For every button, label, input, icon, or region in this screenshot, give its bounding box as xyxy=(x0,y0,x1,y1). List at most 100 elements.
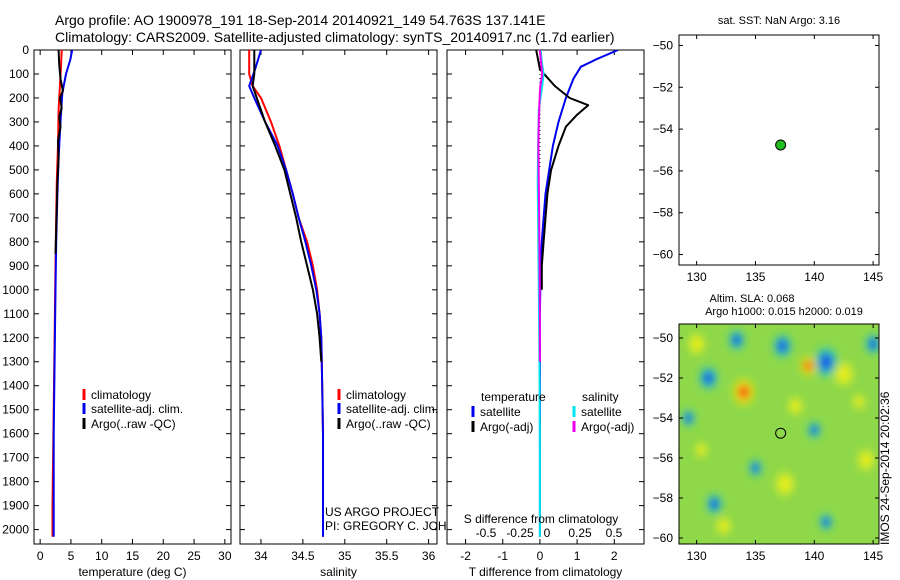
x-tick-label: 5 xyxy=(68,549,75,563)
series-line-argo xyxy=(54,50,64,254)
sla-blob-yellow xyxy=(693,440,710,460)
y-tick-label: 1500 xyxy=(2,403,29,417)
series-lines xyxy=(535,50,619,537)
series-lines xyxy=(248,50,324,537)
x-tick-label: 0 xyxy=(37,549,44,563)
legend-entry: satellite-adj. clim. xyxy=(346,402,438,416)
y-tick-label: 500 xyxy=(9,163,29,177)
y-tick-label: 400 xyxy=(9,139,29,153)
plot-frame xyxy=(33,49,232,545)
sla-blobs xyxy=(680,328,879,538)
project-annotation: US ARGO PROJECT xyxy=(325,505,440,519)
y-tick-label: −52 xyxy=(653,80,674,94)
sla-blob-blue xyxy=(806,420,822,440)
y-tick-label: −52 xyxy=(653,371,674,385)
sla-blob-blue xyxy=(727,328,746,352)
series-line-salinity_argo xyxy=(537,50,544,362)
x-tick-label: 140 xyxy=(804,549,824,563)
y-tick-label: 1600 xyxy=(2,427,29,441)
sla-blob-red xyxy=(799,354,818,378)
sla-blob-blue xyxy=(680,408,697,428)
series-lines xyxy=(51,50,74,537)
sla-blob-yellow xyxy=(855,446,877,474)
series-line-argo xyxy=(251,50,323,362)
x-tick-label: 15 xyxy=(126,549,140,563)
x-axis-label: T difference from climatology xyxy=(469,565,623,579)
y-tick-label: 800 xyxy=(9,235,29,249)
difference-panel: -2 -1 0 1 2 T difference from climatology -0.5… xyxy=(446,49,645,579)
sla-map-panel: 130 135 140 145 −50 −52 −54 −56 −58 −60 Altim. SLA… xyxy=(653,293,884,563)
y-tick-label: 1300 xyxy=(2,355,29,369)
x-tick-label: 35 xyxy=(338,549,352,563)
y-tick-label: −54 xyxy=(653,411,674,425)
x-tick-label: -1 xyxy=(497,549,508,563)
pi-annotation: PI: GREGORY C. JOHNSON xyxy=(325,519,481,533)
sla-blob-yellow xyxy=(714,514,733,538)
y-tick-label: 0 xyxy=(22,43,29,57)
x-tick-label: 2 xyxy=(611,549,618,563)
y-tick-label: 1100 xyxy=(3,307,29,321)
x-tick-label: 34 xyxy=(254,549,268,563)
sla-blob-blue xyxy=(771,332,794,360)
y-tick-label: 900 xyxy=(9,259,29,273)
y-tick-label: −60 xyxy=(653,248,674,262)
sla-blob-yellow xyxy=(831,358,856,390)
y-tick-label: −50 xyxy=(653,331,674,345)
top-x-tick-label: 0.5 xyxy=(606,526,623,540)
y-tick-label: 300 xyxy=(9,115,29,129)
sst-map-panel: 130 135 140 145 −50 −52 −54 −56 −58 −60 sat. SST: … xyxy=(653,15,884,284)
top-x-axis-label: S difference from climatology xyxy=(464,512,619,526)
y-tick-label: 1900 xyxy=(2,499,29,513)
salinity-panel: 34 34.5 35 35.5 36 salinity climatologysatelli… xyxy=(239,49,481,579)
y-tick-label: 2000 xyxy=(2,523,29,537)
series-line-salinity_satellite xyxy=(536,50,545,537)
series-line-satellite xyxy=(248,50,324,537)
top-x-tick-label: 0 xyxy=(544,526,551,540)
x-tick-label: 10 xyxy=(95,549,109,563)
y-tick-label: 1700 xyxy=(2,451,29,465)
sla-blob-yellow xyxy=(851,392,867,412)
x-tick-label: 140 xyxy=(804,270,824,284)
x-tick-label: 0 xyxy=(537,549,544,563)
sla-blob-yellow xyxy=(772,468,798,500)
sla-blob-yellow xyxy=(786,394,805,418)
legend-entry: Argo(-adj) xyxy=(581,420,634,434)
y-tick-label: 100 xyxy=(9,67,29,81)
sla-blob-yellow xyxy=(685,330,708,358)
header-line-1: Argo profile: AO 1900978_191 18-Sep-2014… xyxy=(55,12,545,28)
series-line-argo xyxy=(535,50,590,290)
sst-map-title: sat. SST: NaN Argo: 3.16 xyxy=(718,15,840,27)
x-axis-label: salinity xyxy=(320,565,357,579)
y-tick-label: −54 xyxy=(653,122,674,136)
x-tick-label: -2 xyxy=(460,549,471,563)
legend-header-temperature: temperature xyxy=(481,390,546,404)
temperature-panel: 0 5 10 15 20 25 300100200300400500600700800900… xyxy=(2,43,232,579)
x-tick-label: 130 xyxy=(687,270,707,284)
y-tick-label: −58 xyxy=(653,206,674,220)
legend-entry: Argo(..raw -QC) xyxy=(346,417,431,431)
top-x-tick-label: -0.25 xyxy=(506,526,534,540)
legend-entry: satellite-adj. clim. xyxy=(91,402,183,416)
plot-frame xyxy=(239,49,438,545)
y-tick-label: −60 xyxy=(653,531,674,545)
sla-blob-blue xyxy=(818,512,834,532)
sla-blob-blue xyxy=(863,332,879,356)
sla-blob-blue xyxy=(697,364,720,392)
x-tick-label: 135 xyxy=(745,549,765,563)
legend-entry: climatology xyxy=(346,388,406,402)
y-tick-label: −50 xyxy=(653,38,674,52)
x-tick-label: 130 xyxy=(687,549,707,563)
legend-entry: satellite xyxy=(480,405,521,419)
sla-field xyxy=(679,324,879,544)
sla-blob-red xyxy=(731,376,756,408)
y-tick-label: 600 xyxy=(9,187,29,201)
y-tick-label: 200 xyxy=(9,91,29,105)
map-frame xyxy=(678,323,880,545)
y-tick-label: 1800 xyxy=(2,475,29,489)
x-tick-label: 25 xyxy=(187,549,201,563)
y-tick-label: 1200 xyxy=(2,331,29,345)
legend-entry: climatology xyxy=(91,388,151,402)
x-tick-label: 145 xyxy=(863,270,883,284)
